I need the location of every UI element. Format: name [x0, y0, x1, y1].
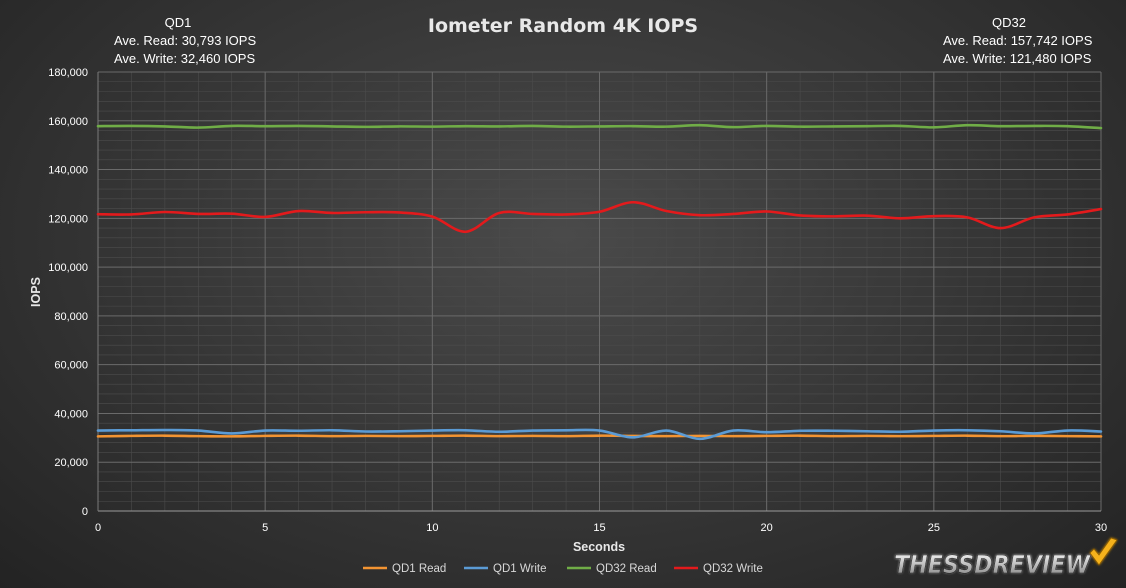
y-tick-labels: 0 20,000 40,000 60,000 80,000 100,000 120,000 1…: [48, 67, 88, 518]
x-tick-label: 30: [1095, 522, 1107, 534]
x-tick-labels: 0 5 10 15 20 25 30: [95, 522, 1107, 534]
chart-title: Iometer Random 4K IOPS: [428, 15, 698, 37]
y-tick-label: 60,000: [54, 360, 88, 372]
major-gridlines: [97, 71, 1102, 512]
x-tick-label: 10: [426, 522, 438, 534]
legend: QD1 Read QD1 Write QD32 Read QD32 Write: [363, 563, 763, 575]
site-logo: THESSDREVIEW: [894, 537, 1118, 579]
qd32-annotation-read: Ave. Read: 157,742 IOPS: [943, 33, 1093, 48]
x-axis-label: Seconds: [573, 540, 625, 554]
y-tick-label: 160,000: [48, 116, 88, 128]
y-axis-label: IOPS: [29, 277, 43, 307]
data-series: [96, 123, 1103, 441]
checkmark-icon: [1089, 537, 1118, 566]
x-tick-label: 15: [593, 522, 605, 534]
series-line-qd1-write: [96, 428, 1103, 441]
y-tick-label: 80,000: [54, 311, 88, 323]
qd32-annotation-write: Ave. Write: 121,480 IOPS: [943, 51, 1092, 66]
series-line-qd32-write: [96, 200, 1103, 234]
x-tick-label: 25: [928, 522, 940, 534]
qd32-annotation-heading: QD32: [992, 15, 1026, 30]
y-tick-label: 20,000: [54, 457, 88, 469]
y-tick-label: 40,000: [54, 408, 88, 420]
y-tick-label: 120,000: [48, 213, 88, 225]
qd1-annotation-read: Ave. Read: 30,793 IOPS: [114, 33, 256, 48]
axes: [97, 72, 1101, 512]
x-tick-label: 20: [761, 522, 773, 534]
qd1-annotation-write: Ave. Write: 32,460 IOPS: [114, 51, 255, 66]
y-tick-label: 100,000: [48, 262, 88, 274]
legend-label-qd1-write: QD1 Write: [493, 563, 546, 575]
x-tick-label: 5: [262, 522, 268, 534]
logo-text: THESSDREVIEW: [894, 550, 1091, 579]
legend-label-qd1-read: QD1 Read: [392, 563, 446, 575]
legend-label-qd32-read: QD32 Read: [596, 563, 657, 575]
y-tick-label: 140,000: [48, 165, 88, 177]
x-tick-label: 0: [95, 522, 101, 534]
qd1-annotation-heading: QD1: [165, 15, 192, 30]
series-line-qd32-read: [96, 123, 1103, 130]
legend-label-qd32-write: QD32 Write: [703, 563, 763, 575]
series-line-qd1-read: [96, 434, 1103, 438]
y-tick-label: 0: [82, 506, 88, 518]
y-tick-label: 180,000: [48, 67, 88, 79]
